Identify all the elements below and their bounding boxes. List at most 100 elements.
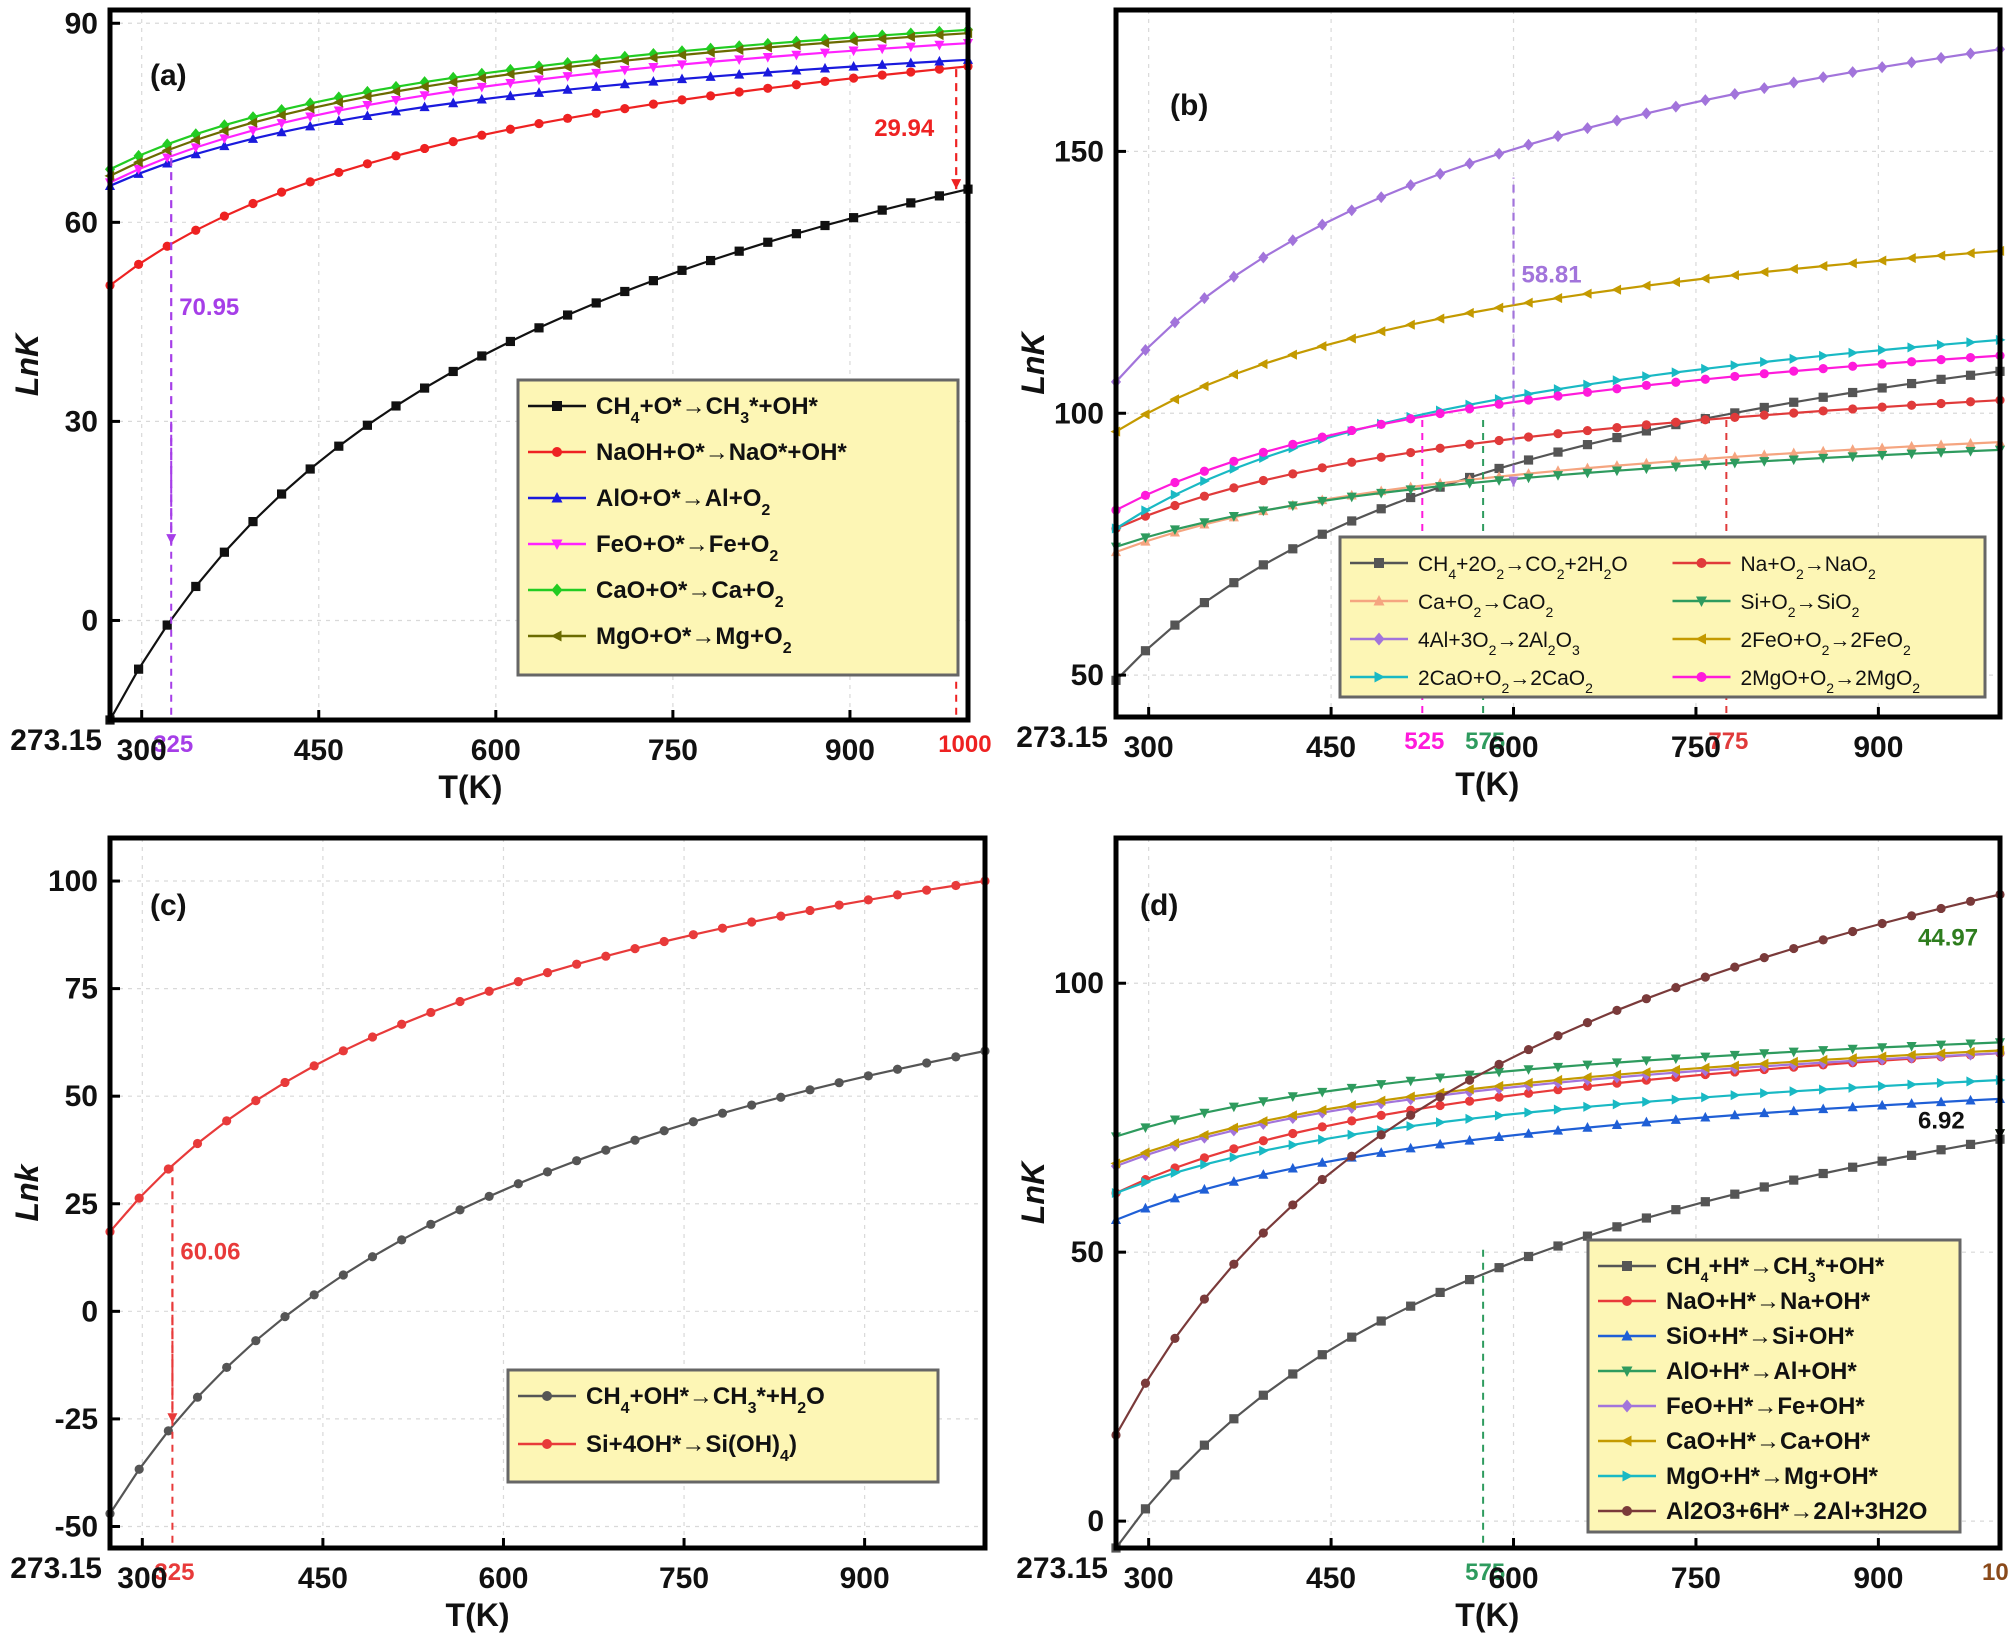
data-point [1907, 1079, 1918, 1090]
data-point [1612, 423, 1622, 433]
series-2 [1110, 1093, 2006, 1225]
data-point [1612, 1099, 1623, 1110]
data-point [1288, 544, 1298, 554]
data-point [1612, 432, 1622, 443]
data-point [533, 75, 545, 86]
data-point [476, 82, 487, 93]
data-point [426, 1007, 436, 1018]
legend-marker [1374, 671, 1385, 683]
data-point [1552, 1124, 1564, 1135]
data-point [1346, 492, 1357, 503]
data-point [1229, 463, 1240, 474]
data-point [1847, 66, 1858, 79]
data-point [1170, 477, 1180, 488]
data-point [1729, 458, 1740, 469]
data-point [601, 951, 611, 961]
data-point [1670, 1064, 1681, 1075]
data-point [1670, 1054, 1681, 1065]
data-point [1139, 409, 1150, 420]
data-point [1523, 455, 1534, 465]
data-point [590, 58, 601, 69]
data-point [1818, 392, 1828, 402]
data-point [1641, 1056, 1652, 1067]
data-point [1848, 1162, 1858, 1172]
data-point [1169, 1138, 1180, 1149]
data-point [562, 61, 572, 73]
data-point [1936, 903, 1946, 914]
data-point [1965, 1094, 1976, 1105]
data-point [1907, 911, 1917, 921]
data-point [1671, 1205, 1681, 1215]
data-point [648, 276, 658, 286]
data-point [1583, 1101, 1593, 1112]
data-point [1169, 525, 1180, 535]
data-point [1760, 356, 1770, 368]
data-point [276, 119, 287, 129]
data-point [1140, 1378, 1151, 1388]
data-point [419, 91, 430, 101]
series-line [1115, 48, 2001, 383]
x-tick-label: 300 [1124, 1562, 1174, 1595]
data-point [1642, 371, 1652, 382]
data-point [1140, 533, 1151, 544]
data-point [1552, 471, 1564, 481]
data-point [251, 1336, 261, 1346]
y-tick-label: 100 [1054, 967, 1104, 1000]
data-point [1965, 397, 1976, 407]
data-point [1524, 1107, 1535, 1118]
data-point [1435, 1138, 1446, 1149]
data-point [1229, 1144, 1239, 1154]
data-point [1465, 1275, 1475, 1285]
data-point [1229, 578, 1239, 588]
data-point [1376, 1316, 1386, 1326]
data-point [219, 119, 230, 132]
data-point [134, 1193, 144, 1203]
data-point [1376, 1080, 1387, 1090]
data-point [591, 81, 602, 91]
data-point [934, 40, 945, 51]
legend-label: FeO+H*→Fe+OH* [1666, 1393, 1865, 1420]
data-point [848, 31, 859, 44]
data-point [1788, 263, 1798, 275]
axis-mark-label: 1000 [938, 731, 991, 758]
data-point [676, 45, 688, 58]
series-0 [105, 184, 973, 725]
data-point [688, 1117, 698, 1127]
data-point [849, 73, 859, 83]
chart-panel-0: 70.95 29.94 325 1000 300 450 600 750 900 0 30 60 90 2… [9, 7, 992, 805]
data-point [1611, 466, 1622, 477]
y-axis-title: Lnk [9, 1162, 45, 1221]
data-point [1170, 1167, 1181, 1178]
data-point [338, 1270, 348, 1280]
data-point [922, 1058, 932, 1068]
data-point [877, 205, 887, 215]
data-point [1729, 451, 1740, 461]
data-point [191, 225, 201, 235]
axis-mark-label: 775 [1708, 728, 1748, 755]
data-point [134, 1464, 144, 1474]
data-point [1848, 1082, 1859, 1093]
axis-mark-label: 525 [1404, 728, 1444, 755]
data-point [805, 905, 815, 916]
data-point [280, 1077, 290, 1088]
data-point [1199, 1153, 1209, 1163]
data-point [1699, 1062, 1710, 1073]
plot-frame [107, 7, 971, 723]
data-point [455, 1205, 465, 1215]
data-point [820, 76, 830, 87]
data-point [1406, 1121, 1417, 1132]
data-point [1435, 1117, 1446, 1128]
data-point [762, 42, 772, 53]
data-point [934, 55, 945, 66]
data-point [222, 1362, 232, 1372]
data-point [648, 99, 659, 109]
series-line [109, 65, 969, 287]
data-point [1819, 1084, 1829, 1095]
data-point [1494, 1110, 1505, 1121]
data-point [619, 65, 630, 76]
data-point [659, 936, 669, 947]
data-point [848, 61, 859, 71]
data-point [1141, 505, 1151, 516]
y-axis-title: LnK [1015, 1159, 1051, 1224]
data-point [1170, 1470, 1180, 1480]
